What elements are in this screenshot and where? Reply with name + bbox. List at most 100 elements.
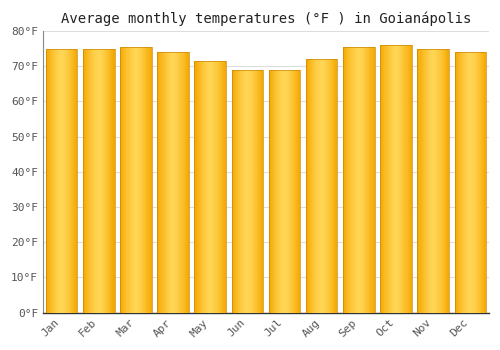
Bar: [96, 49, 98, 313]
Bar: [160, 52, 162, 313]
Bar: [158, 52, 160, 313]
Bar: [108, 49, 109, 313]
Bar: [178, 52, 180, 313]
Bar: [406, 45, 408, 313]
Bar: [307, 59, 308, 313]
Bar: [211, 61, 212, 313]
Bar: [481, 52, 482, 313]
Bar: [176, 52, 177, 313]
Bar: [268, 70, 270, 313]
Bar: [220, 61, 222, 313]
Bar: [209, 61, 210, 313]
Bar: [446, 49, 447, 313]
Bar: [128, 47, 130, 313]
Bar: [110, 49, 112, 313]
Bar: [286, 70, 288, 313]
Bar: [380, 45, 381, 313]
Bar: [420, 49, 422, 313]
Bar: [137, 47, 138, 313]
Bar: [244, 70, 245, 313]
Bar: [381, 45, 382, 313]
Bar: [440, 49, 442, 313]
Bar: [418, 49, 420, 313]
Bar: [75, 49, 76, 313]
Bar: [237, 70, 238, 313]
Bar: [399, 45, 400, 313]
Bar: [272, 70, 273, 313]
Bar: [162, 52, 164, 313]
Bar: [223, 61, 224, 313]
Bar: [308, 59, 309, 313]
Bar: [309, 59, 310, 313]
Bar: [148, 47, 150, 313]
Bar: [83, 49, 84, 313]
Bar: [225, 61, 226, 313]
Bar: [241, 70, 242, 313]
Bar: [206, 61, 207, 313]
Bar: [112, 49, 114, 313]
Bar: [49, 49, 50, 313]
Bar: [426, 49, 427, 313]
Bar: [123, 47, 124, 313]
Bar: [275, 70, 276, 313]
Bar: [311, 59, 312, 313]
Bar: [363, 47, 364, 313]
Bar: [92, 49, 94, 313]
Bar: [248, 70, 250, 313]
Bar: [467, 52, 468, 313]
Bar: [447, 49, 448, 313]
Bar: [47, 49, 48, 313]
Bar: [482, 52, 483, 313]
Bar: [468, 52, 469, 313]
Bar: [348, 47, 350, 313]
Bar: [314, 59, 316, 313]
Bar: [194, 61, 226, 313]
Bar: [356, 47, 358, 313]
Bar: [444, 49, 446, 313]
Bar: [347, 47, 348, 313]
Bar: [394, 45, 395, 313]
Bar: [294, 70, 295, 313]
Bar: [150, 47, 152, 313]
Bar: [291, 70, 292, 313]
Bar: [397, 45, 398, 313]
Bar: [392, 45, 393, 313]
Bar: [358, 47, 359, 313]
Bar: [456, 52, 458, 313]
Bar: [345, 47, 346, 313]
Bar: [280, 70, 281, 313]
Bar: [478, 52, 480, 313]
Bar: [104, 49, 105, 313]
Bar: [295, 70, 296, 313]
Bar: [232, 70, 263, 313]
Bar: [239, 70, 240, 313]
Bar: [395, 45, 396, 313]
Bar: [410, 45, 412, 313]
Bar: [474, 52, 476, 313]
Bar: [198, 61, 200, 313]
Bar: [135, 47, 136, 313]
Bar: [107, 49, 108, 313]
Bar: [138, 47, 139, 313]
Bar: [236, 70, 237, 313]
Bar: [54, 49, 55, 313]
Bar: [64, 49, 66, 313]
Bar: [259, 70, 260, 313]
Bar: [472, 52, 474, 313]
Bar: [157, 52, 158, 313]
Bar: [143, 47, 144, 313]
Bar: [53, 49, 54, 313]
Bar: [68, 49, 69, 313]
Bar: [243, 70, 244, 313]
Bar: [320, 59, 322, 313]
Bar: [260, 70, 261, 313]
Bar: [310, 59, 311, 313]
Bar: [324, 59, 325, 313]
Bar: [346, 47, 347, 313]
Bar: [476, 52, 478, 313]
Bar: [268, 70, 300, 313]
Bar: [245, 70, 246, 313]
Bar: [98, 49, 100, 313]
Bar: [46, 49, 47, 313]
Bar: [164, 52, 166, 313]
